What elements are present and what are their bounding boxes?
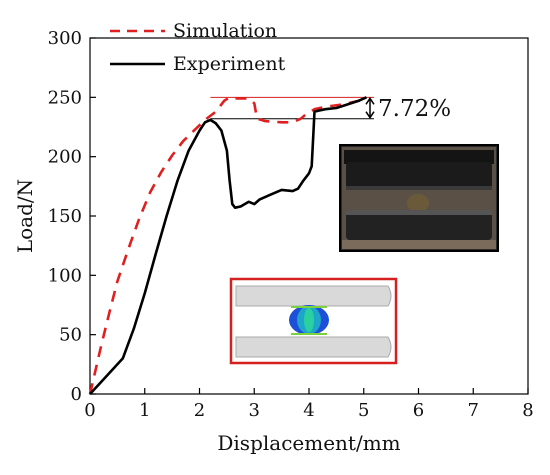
y-tick-label: 100 — [48, 265, 82, 286]
x-tick-label: 2 — [194, 400, 205, 421]
x-axis-label: Displacement/mm — [217, 431, 400, 455]
annotation-label: 7.72% — [378, 96, 451, 122]
x-tick-label: 3 — [249, 400, 260, 421]
x-tick-label: 8 — [522, 400, 533, 421]
x-tick-label: 7 — [468, 400, 479, 421]
annotation-arrow-head-down — [365, 111, 375, 120]
experiment-photo-inset — [339, 144, 499, 252]
y-axis-label: Load/N — [13, 179, 37, 253]
x-tick-label: 6 — [413, 400, 424, 421]
y-tick-label: 300 — [48, 28, 82, 49]
series-line-simulation — [88, 96, 367, 395]
y-tick-label: 250 — [48, 87, 82, 108]
x-axis-ticks: 0 1 2 3 4 5 6 7 8 — [84, 388, 534, 421]
specimen-ball — [407, 194, 429, 212]
y-tick-label: 200 — [48, 147, 82, 168]
series-line-experiment — [89, 96, 368, 395]
y-axis-ticks: 0 50 100 150 200 250 300 — [48, 28, 96, 405]
legend: Simulation Experiment — [110, 20, 286, 75]
series-layer — [88, 96, 368, 395]
annotation-arrow-head-up — [365, 96, 375, 105]
simulation-model-inset — [229, 277, 398, 365]
x-tick-label: 0 — [84, 400, 95, 421]
legend-simulation-label: Simulation — [173, 20, 277, 42]
y-tick-label: 50 — [59, 325, 82, 346]
x-tick-label: 5 — [358, 400, 369, 421]
legend-experiment-label: Experiment — [173, 53, 286, 75]
y-tick-label: 0 — [71, 384, 82, 405]
x-tick-label: 1 — [139, 400, 150, 421]
y-tick-label: 150 — [48, 206, 82, 227]
x-tick-label: 4 — [303, 400, 314, 421]
